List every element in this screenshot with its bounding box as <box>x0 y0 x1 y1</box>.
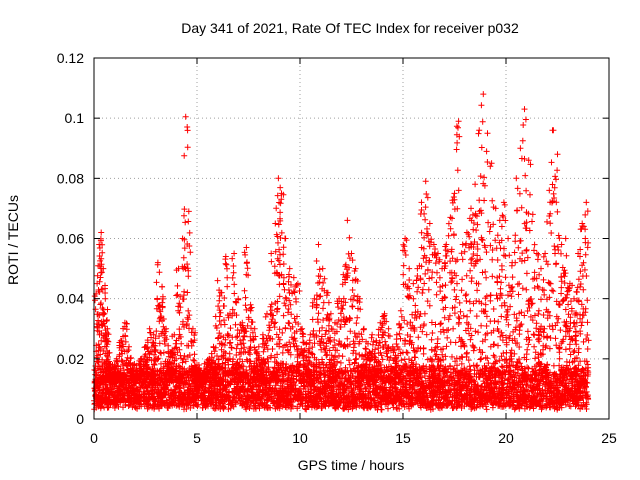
y-tick-label: 0.06 <box>57 231 84 247</box>
y-tick-label: 0.04 <box>57 291 84 307</box>
y-tick-label: 0.12 <box>57 50 84 66</box>
x-tick-label: 20 <box>498 430 514 446</box>
x-tick-label: 10 <box>292 430 308 446</box>
x-axis-title: GPS time / hours <box>298 457 405 473</box>
x-tick-label: 5 <box>193 430 201 446</box>
chart-title: Day 341 of 2021, Rate Of TEC Index for r… <box>181 20 519 36</box>
x-tick-label: 15 <box>395 430 411 446</box>
y-tick-label: 0.02 <box>57 351 84 367</box>
y-axis-title: ROTI / TECUs <box>5 195 21 285</box>
y-tick-label: 0 <box>76 411 84 427</box>
y-tick-label: 0.1 <box>65 110 85 126</box>
x-tick-label: 25 <box>601 430 617 446</box>
x-axis-ticks: 0 5 10 15 20 25 <box>90 58 617 446</box>
y-axis-ticks: 0 0.02 0.04 0.06 0.08 0.1 0.12 <box>57 50 609 427</box>
x-tick-label: 0 <box>90 430 98 446</box>
y-tick-label: 0.08 <box>57 170 84 186</box>
data-points <box>91 91 592 413</box>
roti-point-markers <box>91 91 592 413</box>
